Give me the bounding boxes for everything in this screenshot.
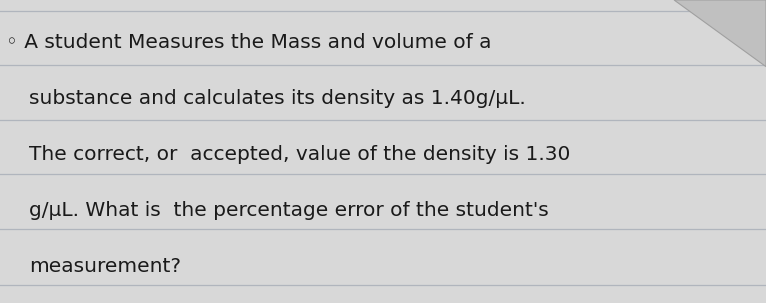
- Text: g/μL. What is  the percentage error of the student's: g/μL. What is the percentage error of th…: [29, 201, 549, 220]
- Text: The correct, or  accepted, value of the density is 1.30: The correct, or accepted, value of the d…: [29, 145, 571, 164]
- Text: ◦ A student Measures the Mass and volume of a: ◦ A student Measures the Mass and volume…: [6, 33, 492, 52]
- Text: substance and calculates its density as 1.40g/μL.: substance and calculates its density as …: [29, 89, 525, 108]
- Polygon shape: [674, 0, 766, 67]
- Text: measurement?: measurement?: [29, 257, 181, 276]
